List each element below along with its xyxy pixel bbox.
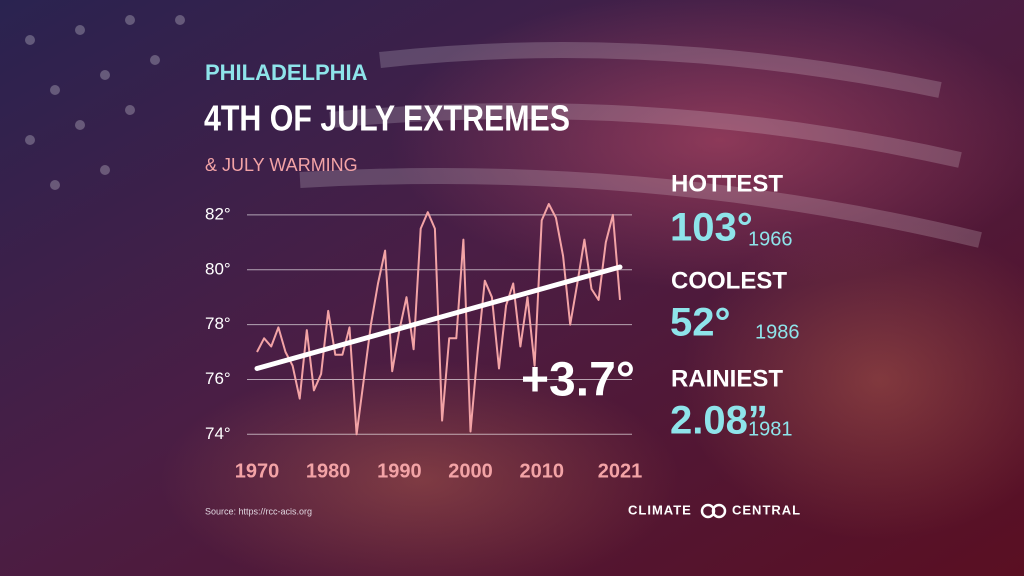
- record-value: 103°: [670, 206, 753, 250]
- brand-word: CENTRAL: [732, 502, 801, 517]
- record-label: RAINIEST: [671, 365, 783, 392]
- record-value: 2.08”: [670, 399, 768, 443]
- record-label: COOLEST: [671, 267, 787, 294]
- brand-logo: [700, 503, 727, 519]
- chart-title: 4TH OF JULY EXTREMES: [204, 98, 570, 139]
- y-tick-label: 76°: [205, 369, 231, 388]
- subtitle: & JULY WARMING: [205, 155, 358, 175]
- y-tick-label: 74°: [205, 424, 231, 443]
- city: PHILADELPHIA: [205, 60, 368, 85]
- stars: [25, 15, 185, 190]
- y-tick-label: 82°: [205, 204, 231, 223]
- x-tick-label: 2021: [598, 460, 643, 482]
- record-year: 1986: [755, 321, 800, 343]
- record-value: 52°: [670, 301, 731, 345]
- trend-line: [254, 264, 623, 371]
- y-tick-label: 80°: [205, 259, 231, 278]
- y-tick-label: 78°: [205, 314, 231, 333]
- record-label: HOTTEST: [671, 170, 783, 197]
- record-year: 1981: [748, 418, 793, 440]
- x-tick-label: 1980: [306, 460, 351, 482]
- flag-stripes: [299, 42, 982, 248]
- x-tick-label: 1970: [235, 460, 280, 482]
- x-tick-label: 1990: [377, 460, 422, 482]
- glow: [680, 220, 1024, 540]
- glow: [390, 0, 1024, 290]
- x-tick-label: 2010: [519, 460, 564, 482]
- source: Source: https://rcc-acis.org: [205, 506, 312, 516]
- data-line: [256, 203, 621, 436]
- brand-word: CLIMATE: [628, 502, 692, 517]
- glow: [160, 360, 680, 576]
- annotation: +3.7°: [521, 354, 635, 407]
- record-year: 1966: [748, 228, 793, 250]
- x-tick-label: 2000: [448, 460, 493, 482]
